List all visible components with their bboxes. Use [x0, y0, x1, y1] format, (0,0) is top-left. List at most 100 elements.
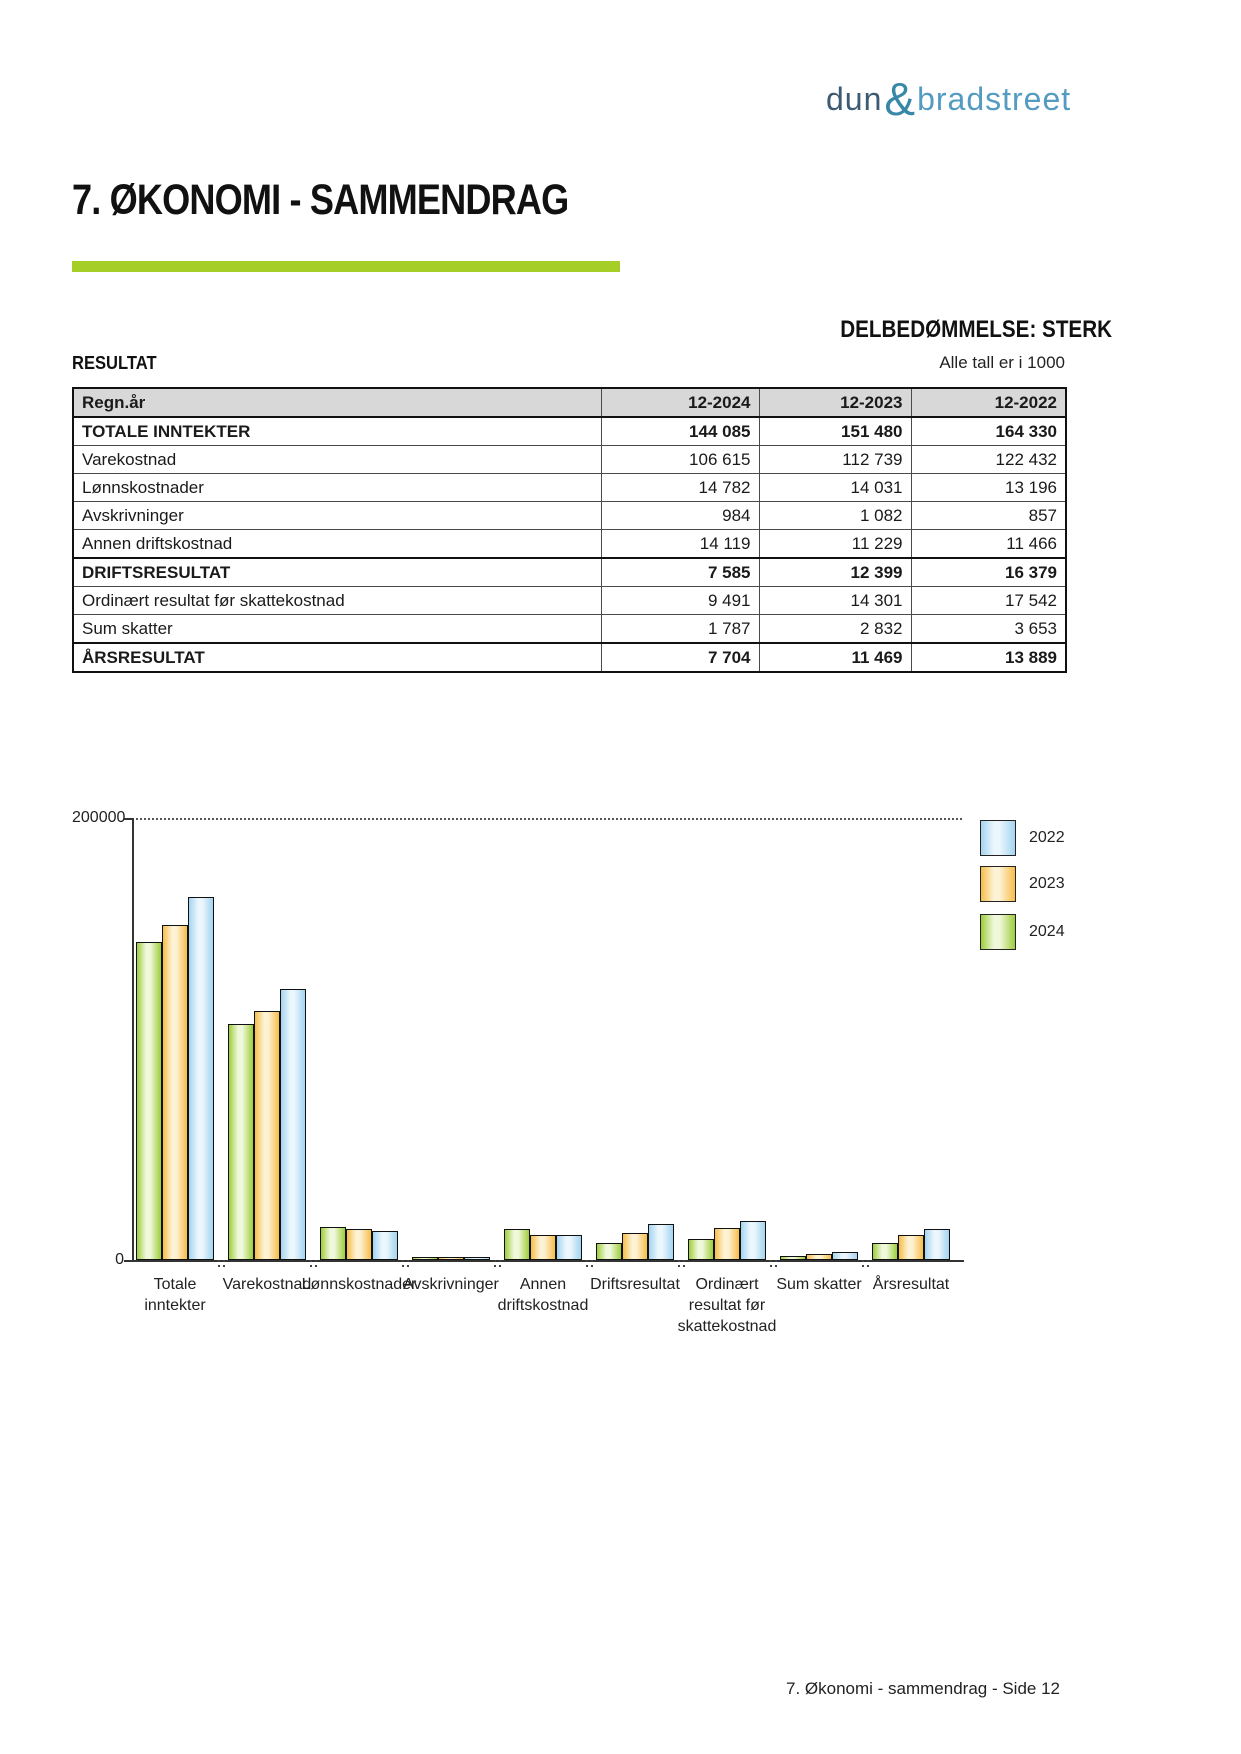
bar-ordinært-resultat-før-skattekostnad-2022 [740, 1221, 766, 1260]
category-label-line: Sum skatter [776, 1276, 862, 1293]
logo-bradstreet-text: bradstreet [917, 81, 1072, 117]
category-label-line: Driftsresultat [590, 1276, 680, 1293]
x-axis-tick [315, 1260, 317, 1267]
cell-value: 112 739 [758, 445, 912, 474]
category-label: Varekostnad [192, 1274, 342, 1295]
assessment-heading: DELBEDØMMELSE: STERK [840, 316, 1112, 343]
cell-value: 11 466 [910, 529, 1067, 559]
table-row: Avskrivninger 984 1 082 857 [72, 501, 1067, 530]
bar-driftsresultat-2024 [596, 1243, 622, 1260]
legend-swatch-2023 [980, 866, 1016, 902]
row-label: Sum skatter [72, 614, 602, 644]
cell-value: 7 585 [600, 557, 760, 587]
y-axis-label-zero: 0 [115, 1251, 124, 1268]
table-row: Varekostnad 106 615 112 739 122 432 [72, 445, 1067, 474]
cell-value: 12 399 [758, 557, 912, 587]
row-label: TOTALE INNTEKTER [72, 416, 602, 446]
results-table-body: TOTALE INNTEKTER 144 085 151 480 164 330 Var… [72, 416, 1067, 673]
category-label-line: Ordinært [695, 1276, 759, 1293]
legend-swatch-2022 [980, 820, 1016, 856]
cell-value: 164 330 [910, 416, 1067, 446]
column-header: 12-2024 [600, 387, 760, 418]
legend-swatch-2024 [980, 914, 1016, 950]
table-header-row: Regn.år 12-2024 12-2023 12-2022 [72, 387, 1067, 418]
cell-value: 106 615 [600, 445, 760, 474]
page-title: 7. ØKONOMI - SAMMENDRAG [72, 176, 569, 224]
legend-item-2022: 2022 [980, 820, 1065, 856]
legend-label-2022: 2022 [1029, 829, 1065, 846]
section-label: RESULTAT [72, 353, 157, 373]
category-label-line: Lønnskostnader [301, 1276, 417, 1293]
category-label-line: Varekostnad [222, 1276, 312, 1293]
category-label-line: resultat før [688, 1297, 766, 1314]
y-axis-tick-max [124, 818, 132, 820]
x-axis-tick [862, 1260, 864, 1267]
bar-varekostnad-2022 [280, 989, 306, 1260]
cell-value: 122 432 [910, 445, 1067, 474]
table-row: Annen driftskostnad 14 119 11 229 11 466 [72, 529, 1067, 559]
title-underline [72, 261, 620, 272]
x-axis-tick [586, 1260, 588, 1267]
cell-value: 11 469 [758, 642, 912, 673]
x-axis-tick [775, 1260, 777, 1267]
cell-value: 857 [910, 501, 1067, 530]
category-label: Ordinært resultat før skattekostnad [652, 1274, 802, 1337]
cell-value: 1 082 [758, 501, 912, 530]
category-label: Sum skatter [744, 1274, 894, 1295]
cell-value: 16 379 [910, 557, 1067, 587]
category-label: Totale inntekter [100, 1274, 250, 1316]
bar-annen-driftskostnad-2023 [530, 1235, 556, 1260]
x-axis-tick [867, 1260, 869, 1267]
x-axis-tick [494, 1260, 496, 1267]
gridline-200000 [132, 818, 962, 820]
category-label-line: Avskrivninger [403, 1276, 499, 1293]
bar-driftsresultat-2023 [622, 1233, 648, 1260]
units-note: Alle tall er i 1000 [939, 353, 1065, 372]
x-axis-tick [770, 1260, 772, 1267]
legend-label-2023: 2023 [1029, 875, 1065, 892]
cell-value: 1 787 [600, 614, 760, 644]
income-statement-chart: 200000 0 Totale inntekter Varekostnad Lønns… [72, 740, 1182, 1380]
y-axis-tick-zero [124, 1260, 132, 1262]
category-label: Annen driftskostnad [468, 1274, 618, 1316]
legend-item-2023: 2023 [980, 866, 1065, 902]
cell-value: 11 229 [758, 529, 912, 559]
bar-varekostnad-2024 [228, 1024, 254, 1260]
column-header: 12-2022 [910, 387, 1067, 418]
row-label: Ordinært resultat før skattekostnad [72, 586, 602, 615]
legend-item-2024: 2024 [980, 914, 1065, 950]
x-axis-tick [499, 1260, 501, 1267]
row-label: Varekostnad [72, 445, 602, 474]
cell-value: 14 119 [600, 529, 760, 559]
row-label: DRIFTSRESULTAT [72, 557, 602, 587]
category-label: Avskrivninger [376, 1274, 526, 1295]
x-axis-tick [218, 1260, 220, 1267]
bar-årsresultat-2024 [872, 1243, 898, 1260]
dun-bradstreet-logo: dun&bradstreet [826, 76, 1071, 129]
cell-value: 13 196 [910, 473, 1067, 502]
bar-lønnskostnader-2023 [346, 1229, 372, 1260]
row-label: Annen driftskostnad [72, 529, 602, 559]
cell-value: 14 782 [600, 473, 760, 502]
category-label-line: inntekter [144, 1297, 206, 1314]
column-header: 12-2023 [758, 387, 912, 418]
y-axis-label-max: 200000 [72, 809, 126, 826]
bar-totale-inntekter-2024 [136, 942, 162, 1260]
category-label: Driftsresultat [560, 1274, 710, 1295]
bar-varekostnad-2023 [254, 1011, 280, 1260]
bar-ordinært-resultat-før-skattekostnad-2023 [714, 1228, 740, 1260]
results-table-head: Regn.år 12-2024 12-2023 12-2022 [72, 387, 1067, 418]
category-label: Årsresultat [836, 1274, 986, 1295]
cell-value: 3 653 [910, 614, 1067, 644]
chart-plot: 200000 0 Totale inntekter Varekostnad Lønns… [72, 740, 1182, 1380]
table-row: Sum skatter 1 787 2 832 3 653 [72, 614, 1067, 644]
bar-lønnskostnader-2022 [372, 1231, 398, 1260]
cell-value: 984 [600, 501, 760, 530]
cell-value: 144 085 [600, 416, 760, 446]
cell-value: 13 889 [910, 642, 1067, 673]
cell-value: 9 491 [600, 586, 760, 615]
bar-sum-skatter-2024 [780, 1256, 806, 1260]
table-row: ÅRSRESULTAT 7 704 11 469 13 889 [72, 642, 1067, 673]
table-row: DRIFTSRESULTAT 7 585 12 399 16 379 [72, 557, 1067, 587]
bar-sum-skatter-2023 [806, 1254, 832, 1260]
